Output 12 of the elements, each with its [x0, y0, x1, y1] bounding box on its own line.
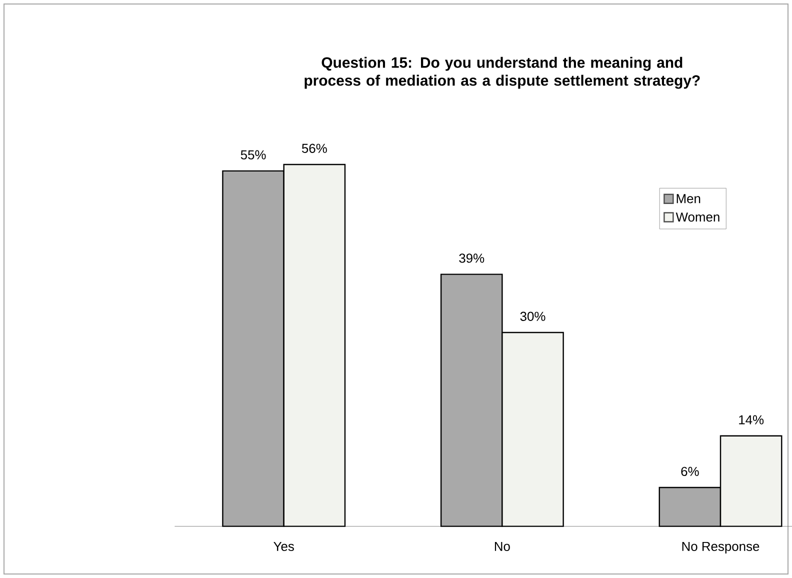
data-label: 39%	[459, 254, 484, 263]
x-tick-label: No Response	[682, 542, 760, 554]
legend-label: Women	[676, 212, 720, 222]
data-label: 14%	[739, 415, 764, 424]
legend-label: Men	[676, 194, 700, 204]
data-label: 56%	[302, 144, 327, 153]
data-label: 30%	[520, 312, 546, 321]
x-tick-label: Yes	[274, 542, 294, 551]
data-label: 55%	[240, 150, 266, 160]
chart-title: Question 15: Do you understand the meaning and process of mediation as a dispute settlement strategy?	[304, 56, 700, 89]
data-label: 6%	[681, 466, 699, 476]
x-tick-label: No	[494, 542, 510, 551]
